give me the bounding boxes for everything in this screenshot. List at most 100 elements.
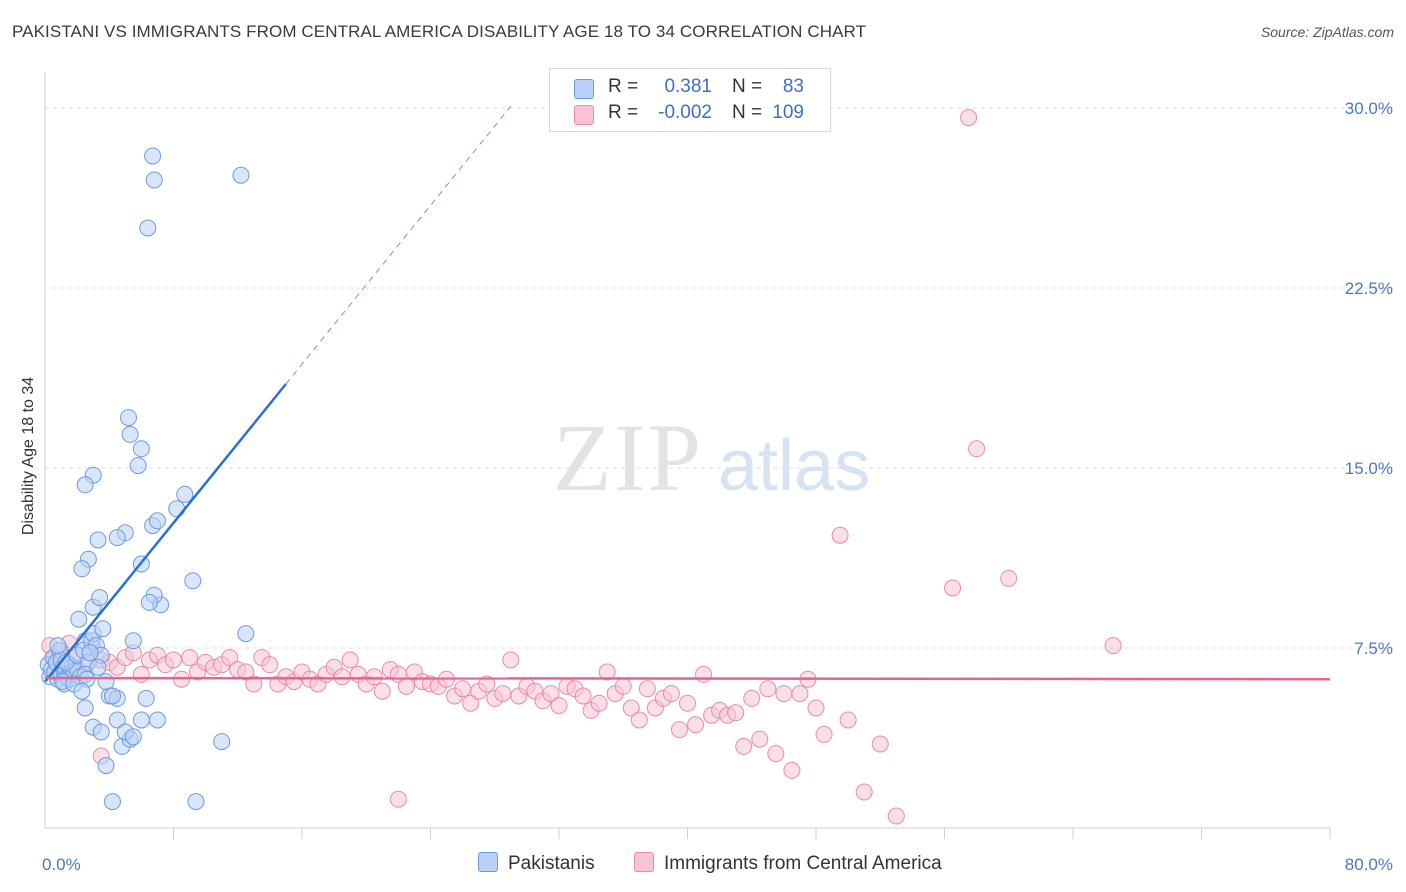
pakistanis-point [89, 658, 107, 676]
pakistanis-point [89, 531, 107, 549]
immigrants-point [944, 579, 962, 597]
pakistanis-point [145, 171, 163, 189]
immigrants-point [871, 735, 889, 753]
immigrants-point [662, 685, 680, 703]
immigrants-point [767, 745, 785, 763]
immigrants-point [614, 677, 632, 695]
pakistanis-point [144, 147, 162, 165]
immigrants-point [1104, 637, 1122, 655]
immigrants-point [590, 694, 608, 712]
pakistanis-point [103, 793, 121, 811]
pakistanis-point [92, 723, 110, 741]
immigrants-point [221, 649, 239, 667]
pakistanis-point [148, 711, 166, 729]
immigrants-point [735, 737, 753, 755]
bottom-legend-pakistanis: Pakistanis [478, 852, 595, 875]
immigrants-point [389, 790, 407, 808]
immigrants-point [333, 668, 351, 686]
immigrants-points [41, 109, 1122, 825]
immigrants-point [807, 699, 825, 717]
pakistanis-point [108, 529, 126, 547]
pakistanis-point [97, 673, 115, 691]
pakistanis-point [97, 757, 115, 775]
immigrants-point [132, 665, 150, 683]
bottom-legend-swatch-pink [634, 852, 654, 872]
pakistanis-point [70, 610, 88, 628]
legend-n-value: 109 [772, 102, 804, 123]
pakistanis-point [176, 485, 194, 503]
pakistanis-point [91, 589, 109, 607]
legend-n-value: 83 [782, 76, 804, 97]
immigrants-point [751, 730, 769, 748]
pakistanis-point [168, 500, 186, 518]
legend-r-label: R = [608, 76, 639, 97]
gridlines [45, 107, 1395, 649]
pakistanis-point [76, 699, 94, 717]
bottom-legend-label: Immigrants from Central America [664, 853, 942, 874]
immigrants-point [598, 663, 616, 681]
legend-n-label: N = [732, 76, 763, 97]
stats-legend: R = 0.381 N = 83 R = -0.002 N = 109 [549, 68, 831, 132]
legend-r-value: -0.002 [658, 102, 712, 123]
pakistanis-point [121, 425, 139, 443]
immigrants-point [1000, 569, 1018, 587]
pakistanis-point [140, 593, 158, 611]
immigrants-point [397, 677, 415, 695]
immigrants-point [960, 109, 978, 127]
pakistanis-point [124, 728, 142, 746]
immigrants-point [727, 704, 745, 722]
bottom-legend-immigrants: Immigrants from Central America [634, 852, 942, 875]
pakistanis-point [213, 733, 231, 751]
immigrants-point [695, 665, 713, 683]
pakistanis-trend-extension [285, 105, 512, 385]
trend-lines [44, 105, 1331, 683]
pakistanis-point [137, 689, 155, 707]
legend-n-label: N = [732, 102, 763, 123]
immigrants-trend-line [44, 676, 1331, 681]
immigrants-point [687, 716, 705, 734]
immigrants-point [783, 761, 801, 779]
pakistanis-point [94, 620, 112, 638]
pakistanis-point [76, 476, 94, 494]
pakistanis-points [39, 147, 255, 811]
y-tick-label: 7.5% [1354, 639, 1393, 658]
immigrants-point [968, 440, 986, 458]
immigrants-point [550, 697, 568, 715]
immigrants-point [679, 694, 696, 712]
immigrants-point [855, 783, 873, 801]
chart-title: PAKISTANI VS IMMIGRANTS FROM CENTRAL AME… [12, 22, 867, 41]
watermark-zip: ZIP [553, 404, 703, 511]
immigrants-point [791, 685, 809, 703]
immigrants-point [181, 649, 199, 667]
immigrants-point [670, 721, 688, 739]
pakistanis-point [73, 560, 91, 578]
x-tick-label: 0.0% [42, 855, 81, 874]
immigrants-point [237, 663, 255, 681]
legend-r-label: R = [608, 102, 639, 123]
watermark-atlas: atlas [718, 426, 870, 506]
bottom-legend-swatch-blue [478, 852, 498, 872]
immigrants-point [831, 526, 849, 544]
pakistanis-point [108, 711, 126, 729]
immigrants-point [165, 651, 182, 669]
pakistanis-point [187, 793, 205, 811]
immigrants-point [542, 685, 560, 703]
immigrants-point [373, 682, 391, 700]
y-axis-label: Disability Age 18 to 34 [20, 377, 37, 535]
pakistanis-point [124, 632, 142, 650]
immigrants-point [630, 711, 648, 729]
immigrants-point [815, 725, 833, 743]
immigrants-point [638, 680, 656, 698]
immigrants-point [454, 680, 472, 698]
chart-source: Source: ZipAtlas.com [1260, 24, 1394, 40]
pakistanis-point [73, 682, 91, 700]
pakistanis-point [132, 440, 150, 458]
immigrants-point [245, 675, 263, 693]
pakistanis-point [148, 512, 166, 530]
pakistanis-trend-line [44, 383, 287, 683]
immigrants-point [574, 687, 592, 705]
pakistanis-point [184, 572, 202, 590]
legend-r-value: 0.381 [664, 76, 712, 97]
y-tick-label: 30.0% [1345, 99, 1393, 118]
